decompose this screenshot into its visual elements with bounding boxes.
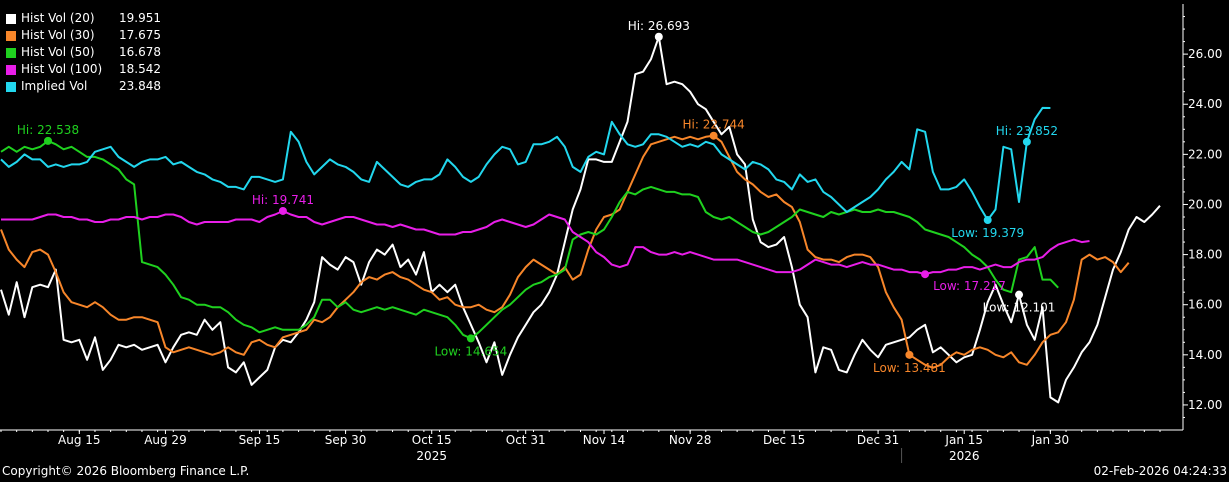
legend-series-name: Hist Vol (30) (21, 28, 95, 42)
x-tick-label: Dec 31 (857, 433, 899, 447)
annotation-marker (278, 206, 287, 215)
legend-series-value: 17.675 (119, 28, 161, 42)
x-tick-label: Dec 15 (763, 433, 805, 447)
legend-series-value: 19.951 (119, 11, 161, 25)
legend-series-name: Hist Vol (20) (21, 11, 95, 25)
timestamp-text: 02-Feb-2026 04:24:33 (1093, 464, 1227, 478)
legend-series-value: 16.678 (119, 45, 161, 59)
year-label: 2026 (949, 449, 980, 463)
series-line (1, 210, 1090, 276)
y-tick-label: 18.00 (1188, 248, 1222, 262)
legend-series-value: 18.542 (119, 62, 161, 76)
x-tick-label: Nov 28 (669, 433, 712, 447)
legend-item[interactable]: Hist Vol (50) 16.678 (6, 44, 161, 61)
legend-swatch (6, 13, 16, 24)
legend-swatch (6, 64, 16, 75)
x-tick-label: Sep 15 (239, 433, 281, 447)
x-tick-label: Sep 30 (325, 433, 367, 447)
x-tick-label: Jan 30 (1031, 433, 1070, 447)
annotation-marker (1015, 290, 1024, 299)
legend-item[interactable]: Hist Vol (100) 18.542 (6, 61, 161, 78)
y-tick-label: 22.00 (1188, 147, 1222, 161)
annotation-label: Low: 19.379 (951, 226, 1024, 240)
y-tick-label: 20.00 (1188, 197, 1222, 211)
y-tick-label: 14.00 (1188, 348, 1222, 362)
x-tick-label: Nov 14 (583, 433, 626, 447)
y-tick-label: 24.00 (1188, 97, 1222, 111)
annotation-marker (983, 216, 992, 225)
annotation-label: Low: 13.481 (873, 361, 946, 375)
year-label: 2025 (416, 449, 447, 463)
annotation-label: Hi: 22.538 (17, 123, 79, 137)
y-tick-label: 26.00 (1188, 47, 1222, 61)
annotation-marker (43, 136, 52, 145)
legend-item[interactable]: Implied Vol 23.848 (6, 78, 161, 95)
series-line (0, 139, 1059, 340)
annotation-marker (709, 131, 718, 140)
annotation-label: Hi: 22.744 (683, 118, 745, 132)
annotation-marker (905, 350, 914, 359)
legend-series-name: Implied Vol (21, 79, 88, 93)
annotation-marker (654, 32, 663, 41)
legend-series-name: Hist Vol (100) (21, 62, 103, 76)
annotation-label: Low: 12.101 (983, 301, 1056, 315)
legend-item[interactable]: Hist Vol (30) 17.675 (6, 27, 161, 44)
series-line (0, 106, 1051, 221)
annotation-marker (921, 270, 930, 279)
annotation-marker (1022, 137, 1031, 146)
y-tick-label: 12.00 (1188, 398, 1222, 412)
legend-swatch (6, 47, 16, 58)
legend-swatch (6, 30, 16, 41)
annotation-label: Low: 17.217 (933, 279, 1006, 293)
legend-swatch (6, 81, 16, 92)
legend-series-name: Hist Vol (50) (21, 45, 95, 59)
x-tick-label: Jan 15 (944, 433, 983, 447)
legend-item[interactable]: Hist Vol (20) 19.951 (6, 10, 161, 27)
series-line (0, 134, 1130, 369)
annotation-label: Hi: 19.741 (252, 193, 314, 207)
y-tick-label: 16.00 (1188, 298, 1222, 312)
annotation-label: Hi: 23.852 (996, 124, 1058, 138)
x-tick-label: Oct 15 (412, 433, 452, 447)
legend-series-value: 23.848 (119, 79, 161, 93)
series-line (0, 35, 1161, 404)
annotation-marker (466, 334, 475, 343)
annotation-label: Low: 14.654 (434, 344, 507, 358)
copyright-text: Copyright© 2026 Bloomberg Finance L.P. (2, 464, 250, 478)
x-tick-label: Aug 15 (58, 433, 101, 447)
legend: Hist Vol (20) 19.951 Hist Vol (30) 17.675 Hi… (6, 10, 161, 95)
x-tick-label: Oct 31 (506, 433, 546, 447)
x-tick-label: Aug 29 (144, 433, 187, 447)
annotation-label: Hi: 26.693 (628, 19, 690, 33)
